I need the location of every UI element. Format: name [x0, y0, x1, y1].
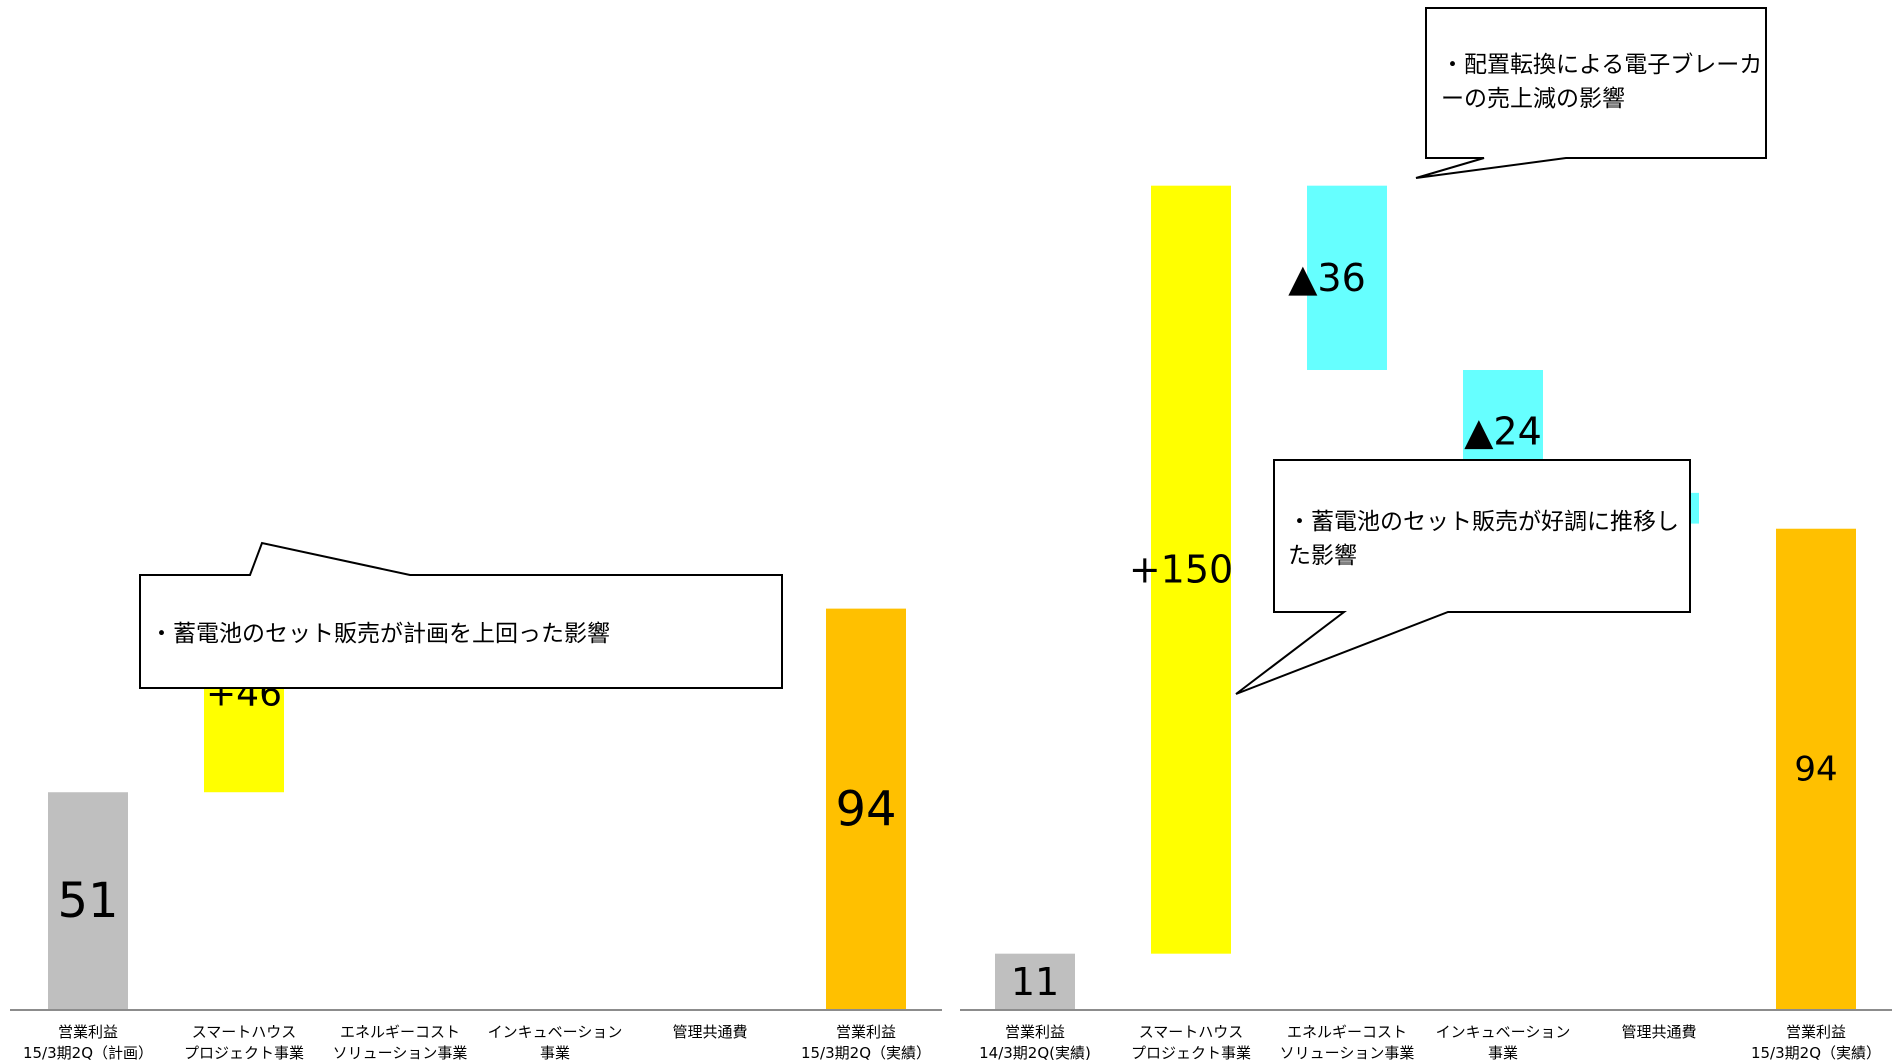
callout-box-left: [139, 541, 783, 689]
category-label-5-line-1: 管理共通費: [1621, 1023, 1696, 1041]
bar-1: [48, 792, 128, 1010]
bar-3: [1307, 185, 1387, 370]
category-label-1-line-1: 営業利益: [1005, 1023, 1065, 1041]
bar-label-4: ▲24: [1464, 409, 1542, 453]
category-label-2-line-2: プロジェクト事業: [1131, 1044, 1251, 1062]
category-label-5-line-1: 管理共通費: [672, 1023, 747, 1041]
callout-box-right-top: [1415, 7, 1767, 179]
category-label-1-line-2: 15/3期2Q（計画）: [23, 1044, 153, 1062]
bar-6: [1776, 528, 1856, 1010]
bar-label-1: 51: [57, 873, 118, 929]
callout-box-right-bottom: [1235, 459, 1691, 695]
category-label-3-line-1: エネルギーコスト: [340, 1023, 460, 1041]
category-label-6-line-1: 営業利益: [836, 1023, 896, 1041]
category-label-6-line-1: 営業利益: [1786, 1023, 1846, 1041]
callout-text-left-battery-plan: ・蓄電池のセット販売が計画を上回った影響: [150, 621, 610, 647]
category-label-2-line-1: スマートハウス: [1139, 1023, 1244, 1041]
bar-2: [1151, 185, 1231, 954]
category-label-4-line-2: 事業: [1488, 1044, 1518, 1062]
category-label-3-line-1: エネルギーコスト: [1287, 1023, 1407, 1041]
category-label-2-line-1: スマートハウス: [192, 1023, 297, 1041]
category-label-2-line-2: プロジェクト事業: [184, 1044, 304, 1062]
bar-6: [826, 608, 906, 1010]
category-label-3-line-2: ソリューション事業: [1280, 1044, 1415, 1062]
bar-label-2: +150: [1129, 548, 1233, 592]
callout-text-right-battery: ・蓄電池のセット販売が好調に推移した影響: [1288, 509, 1679, 569]
bar-label-1: 11: [1011, 960, 1059, 1004]
bar-1: [995, 953, 1075, 1010]
bar-label-6: 94: [835, 781, 896, 837]
category-label-1-line-2: 14/3期2Q(実績): [979, 1044, 1091, 1062]
bar-label-3: ▲36: [1288, 256, 1366, 300]
category-label-4-line-1: インキュベーション: [1436, 1023, 1571, 1041]
category-label-4-line-1: インキュベーション: [488, 1023, 623, 1041]
category-label-6-line-2: 15/3期2Q（実績）: [1751, 1044, 1881, 1062]
category-label-1-line-1: 営業利益: [58, 1023, 118, 1041]
category-label-4-line-2: 事業: [540, 1044, 570, 1062]
category-label-6-line-2: 15/3期2Q（実績）: [801, 1044, 931, 1062]
callout-text-right-breaker: ・配置転換による電子ブレーカーの売上減の影響: [1441, 52, 1763, 112]
category-label-3-line-2: ソリューション事業: [333, 1044, 468, 1062]
bar-label-6: 94: [1794, 749, 1837, 789]
